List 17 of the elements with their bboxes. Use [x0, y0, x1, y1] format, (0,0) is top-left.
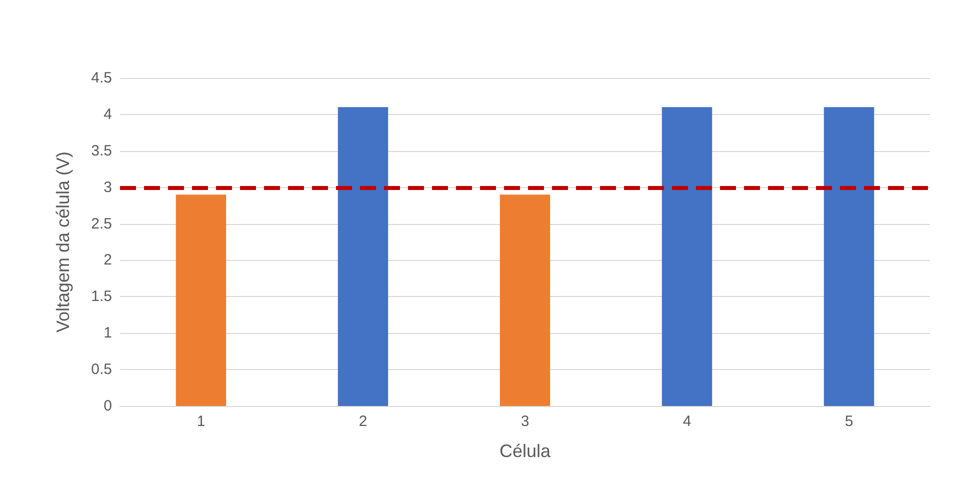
y-tick-label: 1 [104, 324, 112, 342]
y-tick-label: 1.5 [91, 288, 112, 306]
y-axis-title: Voltagem da célula (V) [53, 151, 73, 333]
y-tick-label: 2.5 [91, 215, 112, 232]
x-tick-label: 1 [196, 413, 206, 430]
x-axis-title: Célula [499, 441, 552, 461]
x-tick-label: 3 [520, 413, 530, 430]
y-tick-label: 3.5 [91, 142, 112, 160]
y-tick-label: 2 [104, 252, 112, 269]
y-tick-label: 0 [104, 398, 112, 414]
y-tick-label: 4.5 [91, 70, 112, 86]
y-tick-label: 0.5 [91, 361, 112, 378]
y-tick-label: 3 [104, 178, 112, 196]
x-tick-label: 2 [358, 413, 368, 430]
x-tick-label: 4 [682, 413, 692, 430]
y-tick-label: 4 [104, 106, 112, 123]
x-tick-label: 5 [844, 413, 854, 430]
